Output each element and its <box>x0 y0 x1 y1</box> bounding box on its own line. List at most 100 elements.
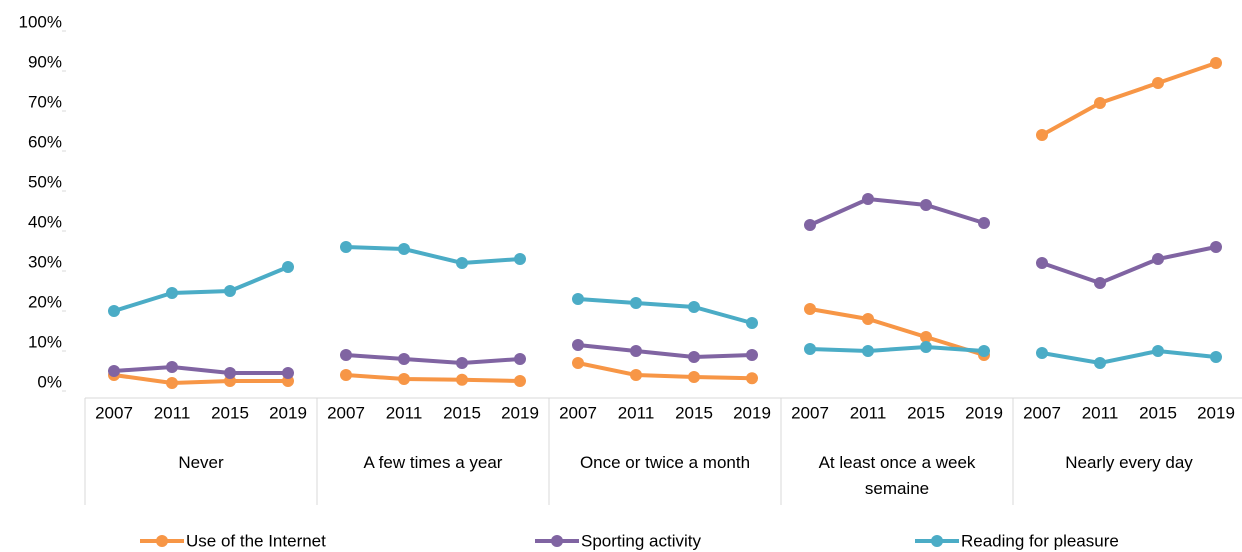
series-line <box>577 297 753 325</box>
point <box>340 241 352 253</box>
point <box>224 285 236 297</box>
x-tick-label: 2007 <box>327 403 365 422</box>
group-label: At least once a week semaine <box>818 453 976 498</box>
point <box>746 317 758 329</box>
point <box>630 369 642 381</box>
point <box>688 351 700 363</box>
series-line <box>809 196 985 227</box>
point <box>862 193 874 205</box>
series-line <box>1041 245 1217 286</box>
point <box>920 331 932 343</box>
point <box>514 375 526 387</box>
point <box>1094 97 1106 109</box>
point <box>1152 345 1164 357</box>
series-line <box>577 343 753 360</box>
point <box>572 339 584 351</box>
point <box>340 349 352 361</box>
group-label: Never <box>178 453 224 472</box>
point <box>630 297 642 309</box>
x-tick-label: 2019 <box>965 403 1003 422</box>
x-tick-label: 2015 <box>675 403 713 422</box>
point <box>804 303 816 315</box>
y-tick-label: 70% <box>28 92 62 111</box>
x-tick-label: 2019 <box>733 403 771 422</box>
series-line <box>1041 348 1217 366</box>
series-line <box>113 364 288 375</box>
y-tick-label: 20% <box>28 292 62 311</box>
point <box>688 301 700 313</box>
point <box>514 353 526 365</box>
x-tick-label: 2015 <box>1139 403 1177 422</box>
point <box>572 357 584 369</box>
x-tick-label: 2011 <box>386 403 423 422</box>
series-line <box>809 307 985 357</box>
x-tick-label: 2007 <box>559 403 597 422</box>
point <box>1210 351 1222 363</box>
point <box>1152 77 1164 89</box>
point <box>862 345 874 357</box>
group-label: Once or twice a month <box>579 453 751 472</box>
point <box>1094 357 1106 369</box>
group-label: Nearly every day <box>1065 453 1193 472</box>
point <box>166 287 178 299</box>
series-line <box>1041 61 1217 137</box>
x-tick-label: 2011 <box>850 403 887 422</box>
point <box>1210 241 1222 253</box>
point <box>166 377 178 389</box>
series-line <box>345 373 521 383</box>
point <box>572 293 584 305</box>
point <box>166 361 178 373</box>
x-tick-label: 2007 <box>1023 403 1061 422</box>
point <box>108 305 120 317</box>
legend-marker <box>551 535 563 547</box>
x-tick-label: 2019 <box>269 403 307 422</box>
point <box>398 373 410 385</box>
y-tick-label: 10% <box>28 332 62 351</box>
x-tick-label: 2011 <box>618 403 655 422</box>
point <box>1094 277 1106 289</box>
point <box>978 345 990 357</box>
x-tick-label: 2019 <box>1197 403 1235 422</box>
point <box>804 343 816 355</box>
group-label: A few times a year <box>363 453 503 472</box>
point <box>456 373 468 386</box>
point <box>978 217 990 229</box>
legend-marker <box>931 535 943 547</box>
series-line <box>113 373 288 386</box>
legend-marker <box>156 535 168 547</box>
x-tick-label: 2019 <box>501 403 539 422</box>
y-tick-label: 60% <box>28 132 62 151</box>
point <box>456 257 468 269</box>
point <box>224 367 236 379</box>
y-tick-label: 30% <box>28 252 62 271</box>
point <box>398 353 410 365</box>
point <box>920 341 932 353</box>
x-tick-label: 2007 <box>791 403 829 422</box>
point <box>688 371 700 383</box>
point <box>1036 129 1048 141</box>
legend-label: Sporting activity <box>581 531 701 550</box>
x-tick-label: 2011 <box>1082 403 1119 422</box>
point <box>1152 253 1164 265</box>
point <box>514 253 526 265</box>
point <box>1036 347 1048 359</box>
point <box>340 369 352 381</box>
y-tick-label: 50% <box>28 172 62 191</box>
legend-label: Use of the Internet <box>186 531 326 550</box>
point <box>108 365 120 377</box>
y-tick-label: 90% <box>28 52 62 71</box>
x-tick-label: 2011 <box>154 403 191 422</box>
point <box>862 313 874 325</box>
y-tick-label: 0% <box>37 372 62 391</box>
x-tick-label: 2015 <box>443 403 481 422</box>
series-line <box>809 344 985 354</box>
series-line <box>113 265 289 313</box>
x-tick-label: 2007 <box>95 403 133 422</box>
point <box>1036 257 1048 269</box>
x-tick-label: 2015 <box>211 403 249 422</box>
point <box>746 349 758 361</box>
point <box>282 261 294 273</box>
point <box>398 243 410 255</box>
